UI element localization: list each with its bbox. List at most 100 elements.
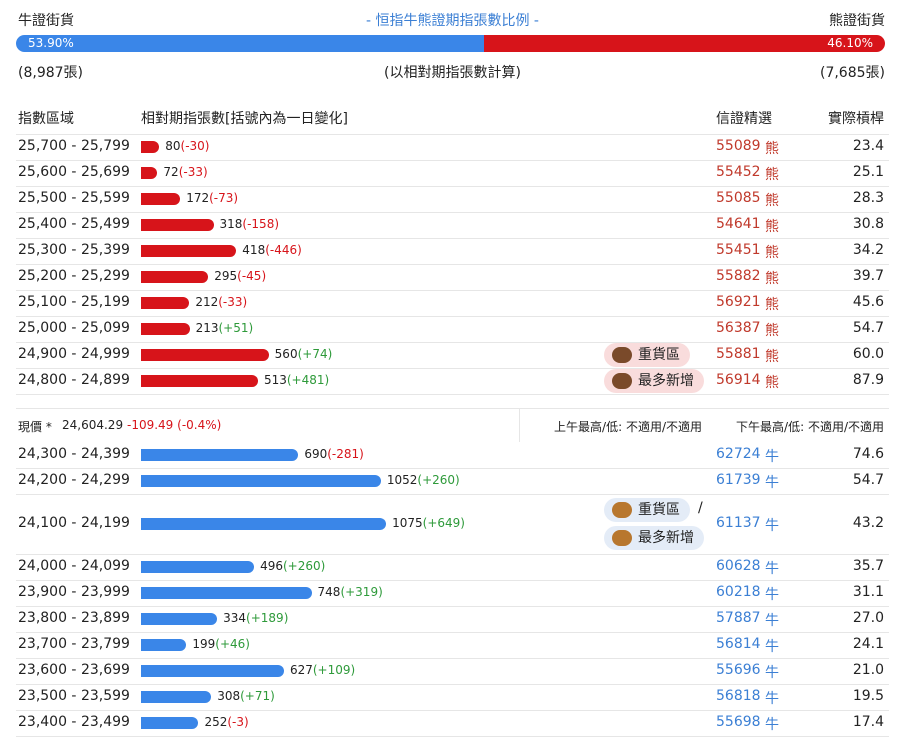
kind: 熊 [765, 375, 779, 391]
bar [141, 475, 381, 487]
change: (+649) [422, 516, 465, 530]
count-label: 199(+46) [192, 637, 250, 651]
change: (-281) [327, 447, 364, 461]
range: 24,300 - 24,399 [18, 446, 130, 462]
count-label: 213(+51) [196, 321, 254, 335]
range: 25,400 - 25,499 [18, 216, 130, 232]
bar [141, 375, 258, 387]
price-change: -109.49 (-0.4%) [127, 418, 222, 432]
kind: 牛 [765, 475, 779, 491]
count: 627 [289, 663, 313, 677]
count: 308 [217, 689, 241, 703]
count-label: 418(-446) [242, 243, 302, 257]
bar [141, 691, 212, 703]
leverage: 27.0 [852, 610, 884, 626]
count-label: 690(-281) [304, 447, 364, 461]
range: 25,200 - 25,299 [18, 268, 130, 284]
count: 748 [317, 585, 341, 599]
change: (+74) [297, 347, 333, 361]
kind: 熊 [765, 297, 779, 313]
price-value: 24,604.29 [62, 418, 124, 432]
count: 72 [163, 165, 179, 179]
kind: 熊 [765, 219, 779, 235]
change: (-33) [178, 165, 208, 179]
kind: 熊 [765, 349, 779, 365]
bar [141, 193, 181, 205]
bar [141, 141, 160, 153]
leverage: 21.0 [852, 662, 884, 678]
bar [141, 665, 284, 677]
bull-pct: 53.90% [28, 36, 74, 50]
bar [141, 167, 158, 179]
bar [141, 271, 209, 283]
kind: 牛 [765, 561, 779, 577]
change: (+260) [417, 473, 460, 487]
separator [16, 710, 889, 711]
code: 56818 [716, 688, 761, 704]
change: (+109) [312, 663, 356, 677]
col-header: 信證精選 [716, 111, 772, 127]
change: (+481) [286, 373, 330, 387]
count: 318 [219, 217, 243, 231]
count: 560 [274, 347, 298, 361]
count-label: 295(-45) [214, 269, 266, 283]
badge: 重貨區 [604, 498, 690, 522]
code: 60628 [716, 558, 761, 574]
separator [16, 368, 889, 369]
leverage: 25.1 [852, 164, 884, 180]
change: (-33) [218, 295, 248, 309]
leverage: 24.1 [852, 636, 884, 652]
leverage: 60.0 [852, 346, 884, 362]
separator [16, 316, 889, 317]
count-label: 72(-33) [163, 165, 207, 179]
count: 690 [304, 447, 328, 461]
ratio-bar: 53.90% 46.10% [16, 35, 885, 52]
leverage: 23.4 [852, 138, 884, 154]
badge: 重貨區 [604, 343, 690, 367]
kind: 熊 [765, 245, 779, 261]
count-label: 1075(+649) [392, 516, 465, 530]
bar [141, 613, 218, 625]
separator [16, 684, 889, 685]
kind: 牛 [765, 639, 779, 655]
range: 23,700 - 23,799 [18, 636, 130, 652]
count-label: 172(-73) [186, 191, 238, 205]
separator [16, 238, 889, 239]
count-label: 318(-158) [220, 217, 280, 231]
count-label: 748(+319) [318, 585, 383, 599]
leverage: 74.6 [852, 446, 884, 462]
code: 54641 [716, 216, 761, 232]
count-label: 334(+189) [223, 611, 288, 625]
range: 25,600 - 25,699 [18, 164, 130, 180]
range: 24,100 - 24,199 [18, 515, 130, 531]
separator [16, 494, 889, 495]
code: 61739 [716, 472, 761, 488]
separator [16, 394, 889, 395]
range: 23,900 - 23,999 [18, 584, 130, 600]
change: (-30) [180, 139, 210, 153]
bull-count: (8,987張) [18, 65, 84, 81]
count: 212 [195, 295, 219, 309]
change: (-45) [237, 269, 267, 283]
kind: 牛 [765, 665, 779, 681]
leverage: 87.9 [852, 372, 884, 388]
code: 61137 [716, 515, 761, 531]
code: 56387 [716, 320, 761, 336]
badge: 最多新增 [604, 369, 704, 393]
bear-share [484, 35, 885, 52]
change: (+51) [218, 321, 254, 335]
bar [141, 561, 255, 573]
leverage: 45.6 [852, 294, 884, 310]
count-label: 1052(+260) [387, 473, 460, 487]
leverage: 31.1 [852, 584, 884, 600]
note: (以相對期指張數計算) [384, 65, 521, 81]
range: 25,700 - 25,799 [18, 138, 130, 154]
change: (+189) [246, 611, 289, 625]
kind: 牛 [765, 587, 779, 603]
change: (-73) [209, 191, 239, 205]
change: (+46) [215, 637, 250, 651]
range: 25,100 - 25,199 [18, 294, 130, 310]
kind: 牛 [765, 717, 779, 733]
bull-share [16, 35, 485, 52]
